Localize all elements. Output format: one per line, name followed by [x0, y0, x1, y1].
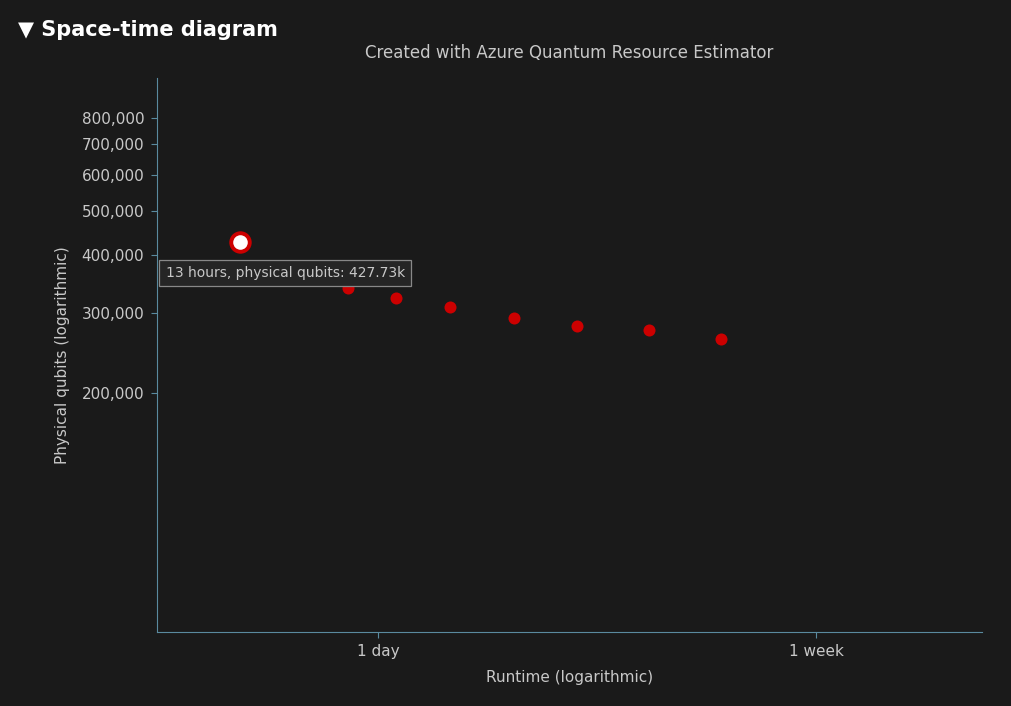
Text: ▼ Space-time diagram: ▼ Space-time diagram: [18, 20, 278, 40]
Y-axis label: Physical qubits (logarithmic): Physical qubits (logarithmic): [56, 246, 71, 464]
Point: [712, 333, 728, 345]
Point: [640, 324, 656, 335]
Text: 13 hours, physical qubits: 427.73k: 13 hours, physical qubits: 427.73k: [166, 266, 404, 280]
Title: Created with Azure Quantum Resource Estimator: Created with Azure Quantum Resource Esti…: [365, 44, 772, 62]
Point: [441, 301, 457, 313]
Point: [232, 237, 248, 248]
Point: [292, 273, 308, 285]
X-axis label: Runtime (logarithmic): Runtime (logarithmic): [485, 671, 652, 686]
Point: [340, 282, 356, 294]
Point: [387, 293, 403, 304]
Point: [568, 321, 584, 332]
Point: [232, 237, 248, 248]
Point: [506, 312, 522, 323]
